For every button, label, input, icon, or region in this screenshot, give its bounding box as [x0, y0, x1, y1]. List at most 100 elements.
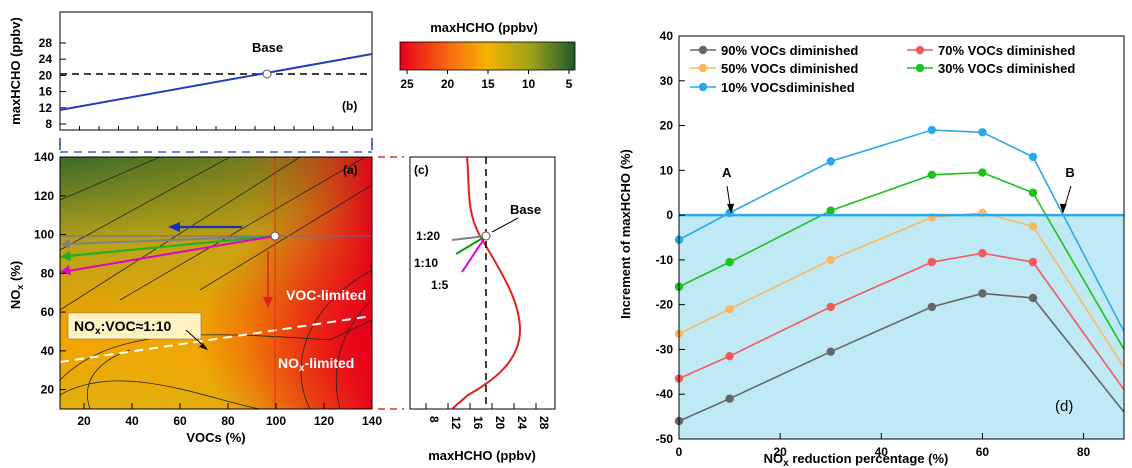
panel-b-ylabel: maxHCHO (ppbv)	[8, 17, 23, 125]
series-point-2	[927, 257, 937, 267]
panel-a-ylabel: NOx (%)	[8, 261, 25, 309]
panel-b-frame	[59, 11, 373, 131]
legend-swatch-marker	[698, 82, 708, 92]
panel-a-ylabel-main: NO	[8, 290, 23, 310]
panel-a-xlabel: VOCs (%)	[186, 430, 245, 445]
panel-a-arrow-magenta-head	[60, 265, 71, 275]
panel-a-ratio-label: NOx:VOC≈1:10	[74, 318, 171, 337]
panel-c-base-point	[481, 231, 491, 241]
panel-d-ytick-label: -20	[656, 298, 674, 312]
series-point-1	[725, 394, 734, 403]
legend-item-label: 70% VOCs diminished	[938, 43, 1075, 58]
panel-d-xtick-label: 0	[676, 445, 683, 459]
panel-b-line	[59, 53, 373, 111]
series-point-4	[826, 206, 835, 215]
panel-b-ytick-label: 16	[39, 85, 53, 99]
colorbar-ticks: 25 20 15 10 5	[400, 70, 573, 91]
panel-b-ytick-label: 8	[45, 117, 52, 131]
panel-c-xtick-label: 20	[493, 416, 507, 430]
panel-b-ytick-label: 20	[39, 68, 53, 82]
panel-c-ratio-line-3	[461, 235, 487, 273]
panel-a-hotspot	[60, 157, 372, 409]
series-point-4	[1028, 188, 1038, 197]
panel-b-ytick-label: 12	[39, 101, 53, 115]
annotation-a-arrowhead	[727, 203, 735, 214]
panel-d-series	[674, 125, 1125, 426]
panel-a-xtick-label: 40	[125, 414, 139, 428]
panel-b-base-label: Base	[252, 40, 283, 55]
panel-a-ytick-label: 40	[41, 344, 55, 358]
panel-a-yticks: 20 40 60 80 100 120 140	[34, 150, 66, 397]
panel-c-label: (c)	[414, 163, 429, 177]
panel-b-minor-xticks	[59, 126, 373, 130]
panel-a-ytick-label: 140	[34, 150, 54, 164]
series-point-5	[826, 157, 835, 166]
series-point-1	[978, 289, 987, 298]
panel-d-legend: 90% VOCs diminished 70% VOCs diminished 50…	[690, 43, 1075, 95]
annotation-b-arrowhead	[1059, 203, 1067, 214]
panel-a-arrow-green	[67, 234, 276, 258]
panel-a-ytick-label: 20	[41, 383, 55, 397]
panel-c-ratio-1: 1:20	[416, 229, 440, 243]
panel-a-ratio-pointer-head	[199, 343, 208, 350]
series-point-3	[826, 255, 835, 265]
panel-a-label: (a)	[343, 163, 358, 177]
series-point-1	[927, 302, 937, 312]
panel-c-ratio-3: 1:5	[431, 278, 449, 292]
panel-a-arrow-green-head	[60, 251, 71, 261]
panel-c-xtick-label: 16	[471, 416, 485, 430]
panel-a-arrow-magenta	[67, 235, 276, 272]
panel-d-xtick-label: 40	[875, 445, 889, 459]
series-point-4	[725, 257, 734, 267]
panel-a-nox-limited-sub: x	[299, 363, 305, 374]
annotation-b: B	[1065, 165, 1074, 180]
panel-a-ratio-main: NO	[74, 318, 95, 334]
legend-swatch-marker	[698, 63, 708, 73]
panel-a-xtick-label: 60	[173, 414, 187, 428]
panel-d-ytick-label: 40	[660, 29, 674, 43]
panel-b-ytick-label: 28	[39, 36, 53, 50]
panel-d-ytick-label: 20	[660, 119, 674, 133]
panel-a-field	[60, 157, 372, 409]
panel-d-xlabel-sub: x	[783, 458, 789, 468]
panel-a-ratio-box	[67, 312, 202, 340]
panel-d-yticks: -50 -40 -30 -20 -10 0 10 20 30 40	[656, 29, 685, 446]
panel-b: 8 12 16 20 24 28 Base (b) maxHCHO (ppbv)	[8, 11, 373, 131]
panel-a-ridge-line	[60, 315, 372, 363]
colorbar-gradient	[399, 41, 576, 71]
panel-a-xtick-label: 120	[314, 414, 334, 428]
panel-d: 0 20 40 60 80 -50 -40 -30 -20 -10 0 10 20 30 40 90% V…	[618, 29, 1125, 468]
panel-a-xtick-label: 20	[77, 414, 91, 428]
panel-d-frame	[678, 35, 1125, 440]
panel-a-ylabel-tail: (%)	[8, 261, 23, 285]
panel-d-ytick-label: -30	[656, 342, 674, 356]
panel-d-ytick-label: 10	[660, 163, 674, 177]
series-point-2	[725, 351, 734, 361]
colorbar-tick-label: 5	[566, 77, 573, 91]
panel-a-xtick-label: 140	[362, 414, 382, 428]
panel-d-ytick-label: -40	[656, 387, 674, 401]
panel-c-xticks: 8 12 16 20 24 28	[425, 403, 551, 430]
panel-a-ratio-sub: x	[95, 326, 101, 337]
panel-a-nox-limited-main: NO	[278, 355, 299, 371]
panel-d-xlabel-tail: reduction percentage (%)	[789, 451, 949, 466]
panel-d-xtick-label: 60	[976, 445, 990, 459]
legend-item-label: 50% VOCs diminished	[721, 61, 858, 76]
panel-d-xlabel: NOx reduction percentage (%)	[764, 451, 949, 468]
legend-swatch-marker	[915, 63, 925, 73]
panel-a-arrow-grey-head	[60, 239, 70, 249]
legend-item-label: 90% VOCs diminished	[721, 43, 858, 58]
panel-c-ratio-2: 1:10	[414, 256, 438, 270]
panel-a-arrow-blue-head	[168, 222, 180, 232]
panel-a-nox-limited: NOx-limited	[278, 355, 354, 374]
panel-a-xticks: 20 40 60 80 100 120 140	[77, 403, 382, 428]
panel-a-nox-limited-tail: -limited	[305, 355, 355, 371]
series-point-2	[826, 302, 835, 312]
colorbar-tick-label: 15	[481, 77, 495, 91]
panel-d-shaded-area	[679, 215, 1124, 439]
colorbar-tick-label: 25	[400, 77, 414, 91]
panel-a-arrow-grey	[67, 235, 276, 245]
panel-c-xtick-label: 8	[427, 416, 441, 423]
